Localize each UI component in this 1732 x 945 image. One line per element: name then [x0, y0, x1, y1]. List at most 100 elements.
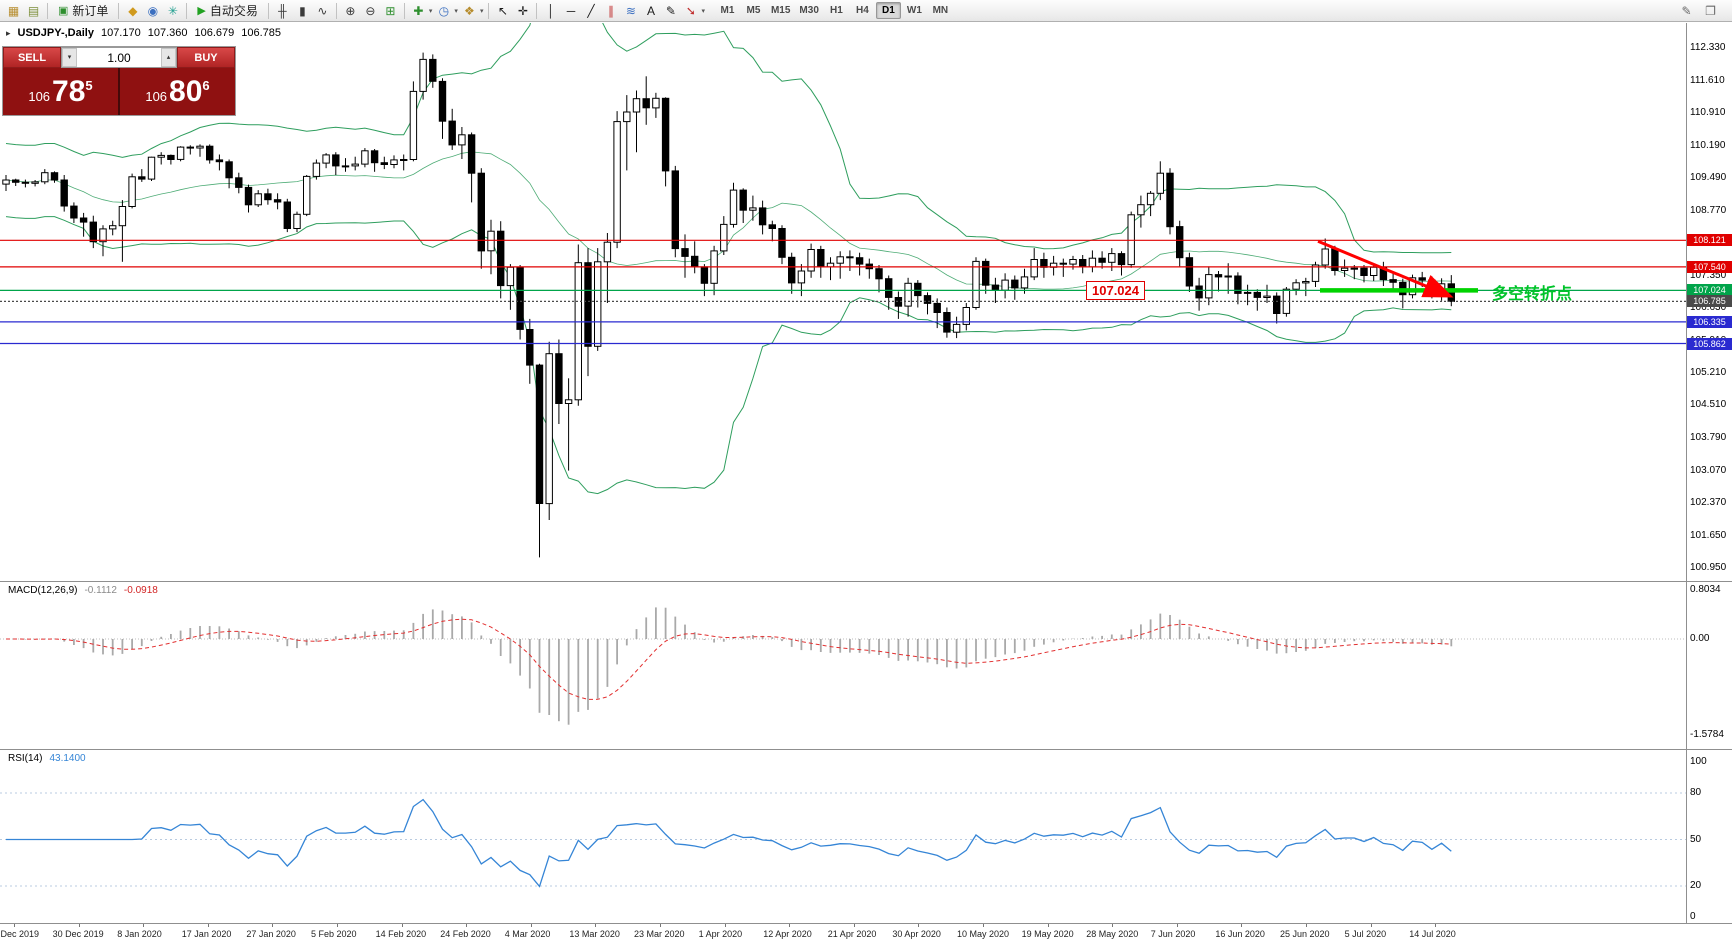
timeframe-w1-button[interactable]: W1 [906, 5, 922, 16]
timeframe-mn-button[interactable]: MN [932, 5, 949, 16]
timeframe-m1-button[interactable]: M1 [720, 5, 735, 16]
vertical-line-icon[interactable]: │ [547, 3, 555, 18]
ask-pip: 6 [202, 77, 210, 93]
timeframe-m30-button[interactable]: M30 [799, 5, 819, 16]
date-tick [789, 924, 791, 927]
auto-trading-button[interactable]: ▶ 自动交易 [191, 2, 263, 20]
macd-pane[interactable] [0, 582, 1686, 749]
pane-separator[interactable] [0, 749, 1732, 750]
one-click-trading-widget: SELL ▾ ▴ BUY 106 78 5 106 80 6 [2, 46, 236, 116]
price-tag: 106.335 [1687, 315, 1732, 328]
trendline-icon[interactable]: ╱ [587, 3, 595, 18]
date-axis-label: 24 Feb 2020 [440, 929, 491, 939]
price-chart-surface[interactable] [0, 23, 1686, 581]
date-tick [1112, 924, 1114, 927]
sell-button[interactable]: SELL [3, 47, 61, 68]
layout-icon[interactable]: ❐ [1705, 3, 1716, 18]
price-axis-label: 101.650 [1690, 529, 1727, 541]
rsi-value: 43.1400 [49, 753, 86, 764]
fibonacci-icon[interactable]: ≋ [625, 3, 636, 18]
date-axis[interactable]: 20 Dec 2019 30 Dec 2019 8 Jan 2020 17 Jan 2… [0, 924, 1732, 945]
date-axis-label: 13 Mar 2020 [569, 929, 620, 939]
timeframe-h4-button[interactable]: H4 [855, 5, 869, 16]
market-watch-icon[interactable]: ◆ [128, 3, 138, 18]
ask-int: 106 [145, 88, 168, 104]
date-tick [853, 924, 855, 927]
channel-icon[interactable]: ∥ [607, 3, 614, 18]
indicators-icon[interactable]: ✚ [413, 3, 424, 18]
pane-separator[interactable] [0, 581, 1732, 582]
turning-point-label[interactable]: 多空转折点 [1492, 286, 1573, 303]
price-callout-label[interactable]: 107.024 [1086, 281, 1145, 300]
crosshair-icon[interactable]: ✛ [517, 3, 528, 18]
timeframe-m15-button[interactable]: M15 [770, 5, 791, 16]
dropdown-caret-icon[interactable]: ▾ [454, 7, 458, 15]
date-tick [78, 924, 80, 927]
price-tag: 107.024 [1687, 284, 1732, 297]
volume-input[interactable] [77, 48, 161, 67]
price-axis-label: 110.190 [1690, 139, 1726, 151]
new-chart-icon[interactable]: ▦ [7, 3, 20, 18]
label-icon[interactable]: ✎ [665, 3, 676, 18]
date-axis-label: 30 Apr 2020 [892, 929, 941, 939]
zoom-in-icon[interactable]: ⊕ [345, 3, 356, 18]
periods-icon[interactable]: ◷ [438, 3, 450, 18]
price-axis-label: 109.490 [1690, 171, 1727, 183]
rsi-axis-label: 20 [1690, 880, 1702, 891]
timeframe-h1-button[interactable]: H1 [829, 5, 843, 16]
tile-windows-icon[interactable]: ⊞ [385, 3, 396, 18]
ask-price[interactable]: 106 80 6 [120, 68, 235, 115]
pane-separator [0, 923, 1732, 924]
arrows-icon[interactable]: ➘ [685, 3, 696, 18]
date-axis-label: 7 Jun 2020 [1150, 929, 1196, 939]
timeframe-m5-button[interactable]: M5 [746, 5, 761, 16]
bid-price[interactable]: 106 78 5 [3, 68, 118, 115]
date-tick [660, 924, 661, 927]
macd-axis-label: 0.8034 [1690, 583, 1721, 595]
profiles-icon[interactable]: ▤ [27, 3, 40, 18]
data-window-icon[interactable]: ◉ [147, 3, 159, 18]
buy-button[interactable]: BUY [177, 47, 235, 68]
toolbar-separator [267, 2, 269, 19]
bid-pip: 5 [85, 77, 93, 93]
price-tag: 105.862 [1687, 337, 1732, 350]
line-chart-icon[interactable]: ∿ [317, 3, 328, 18]
rsi-axis-label: 50 [1690, 833, 1702, 845]
date-axis-label: 12 Apr 2020 [763, 929, 812, 939]
date-axis-label: 21 Apr 2020 [827, 929, 877, 939]
dropdown-caret-icon[interactable]: ▾ [479, 7, 484, 15]
volume-decrease-button[interactable]: ▾ [62, 48, 77, 67]
edit-icon[interactable]: ✎ [1681, 3, 1692, 18]
new-order-button[interactable]: ▣ 新订单 [52, 2, 114, 20]
date-tick [207, 924, 209, 927]
date-axis-label: 5 Feb 2020 [311, 929, 357, 939]
symbol-info: ▸ USDJPY-,Daily 107.170 107.360 106.679 … [6, 27, 281, 39]
horizontal-line-icon[interactable]: ─ [566, 3, 576, 18]
date-axis-label: 28 May 2020 [1086, 929, 1139, 939]
ohlc-low: 106.679 [194, 27, 235, 39]
date-axis-label: 23 Mar 2020 [634, 929, 685, 939]
timeframe-d1-button[interactable]: D1 [875, 2, 901, 19]
date-tick [466, 924, 468, 927]
candle-chart-icon[interactable]: ▮ [299, 3, 306, 18]
date-axis-label: 20 Dec 2019 [0, 929, 40, 939]
rsi-pane[interactable] [0, 750, 1686, 923]
dropdown-caret-icon[interactable]: ▾ [428, 7, 433, 15]
templates-icon[interactable]: ❖ [464, 3, 475, 18]
price-axis-label: 111.610 [1690, 74, 1725, 86]
zoom-out-icon[interactable]: ⊖ [365, 3, 376, 18]
price-divider [118, 68, 120, 115]
date-axis-label: 16 Jun 2020 [1215, 929, 1265, 939]
price-axis-label: 105.210 [1690, 367, 1727, 379]
auto-trading-button-label: 自动交易 [209, 4, 258, 18]
date-axis-label: 14 Jul 2020 [1409, 929, 1456, 939]
bar-chart-icon[interactable]: ╫ [278, 3, 287, 18]
navigator-icon[interactable]: ✳ [167, 3, 178, 18]
dropdown-caret-icon[interactable]: ▾ [701, 7, 705, 15]
cursor-icon[interactable]: ↖ [497, 3, 508, 18]
macd-axis-label: 0.00 [1690, 633, 1710, 644]
rsi-label: RSI(14) 43.1400 [8, 753, 86, 764]
volume-increase-button[interactable]: ▴ [161, 48, 176, 67]
text-icon[interactable]: A [646, 3, 655, 18]
date-tick [272, 924, 274, 927]
